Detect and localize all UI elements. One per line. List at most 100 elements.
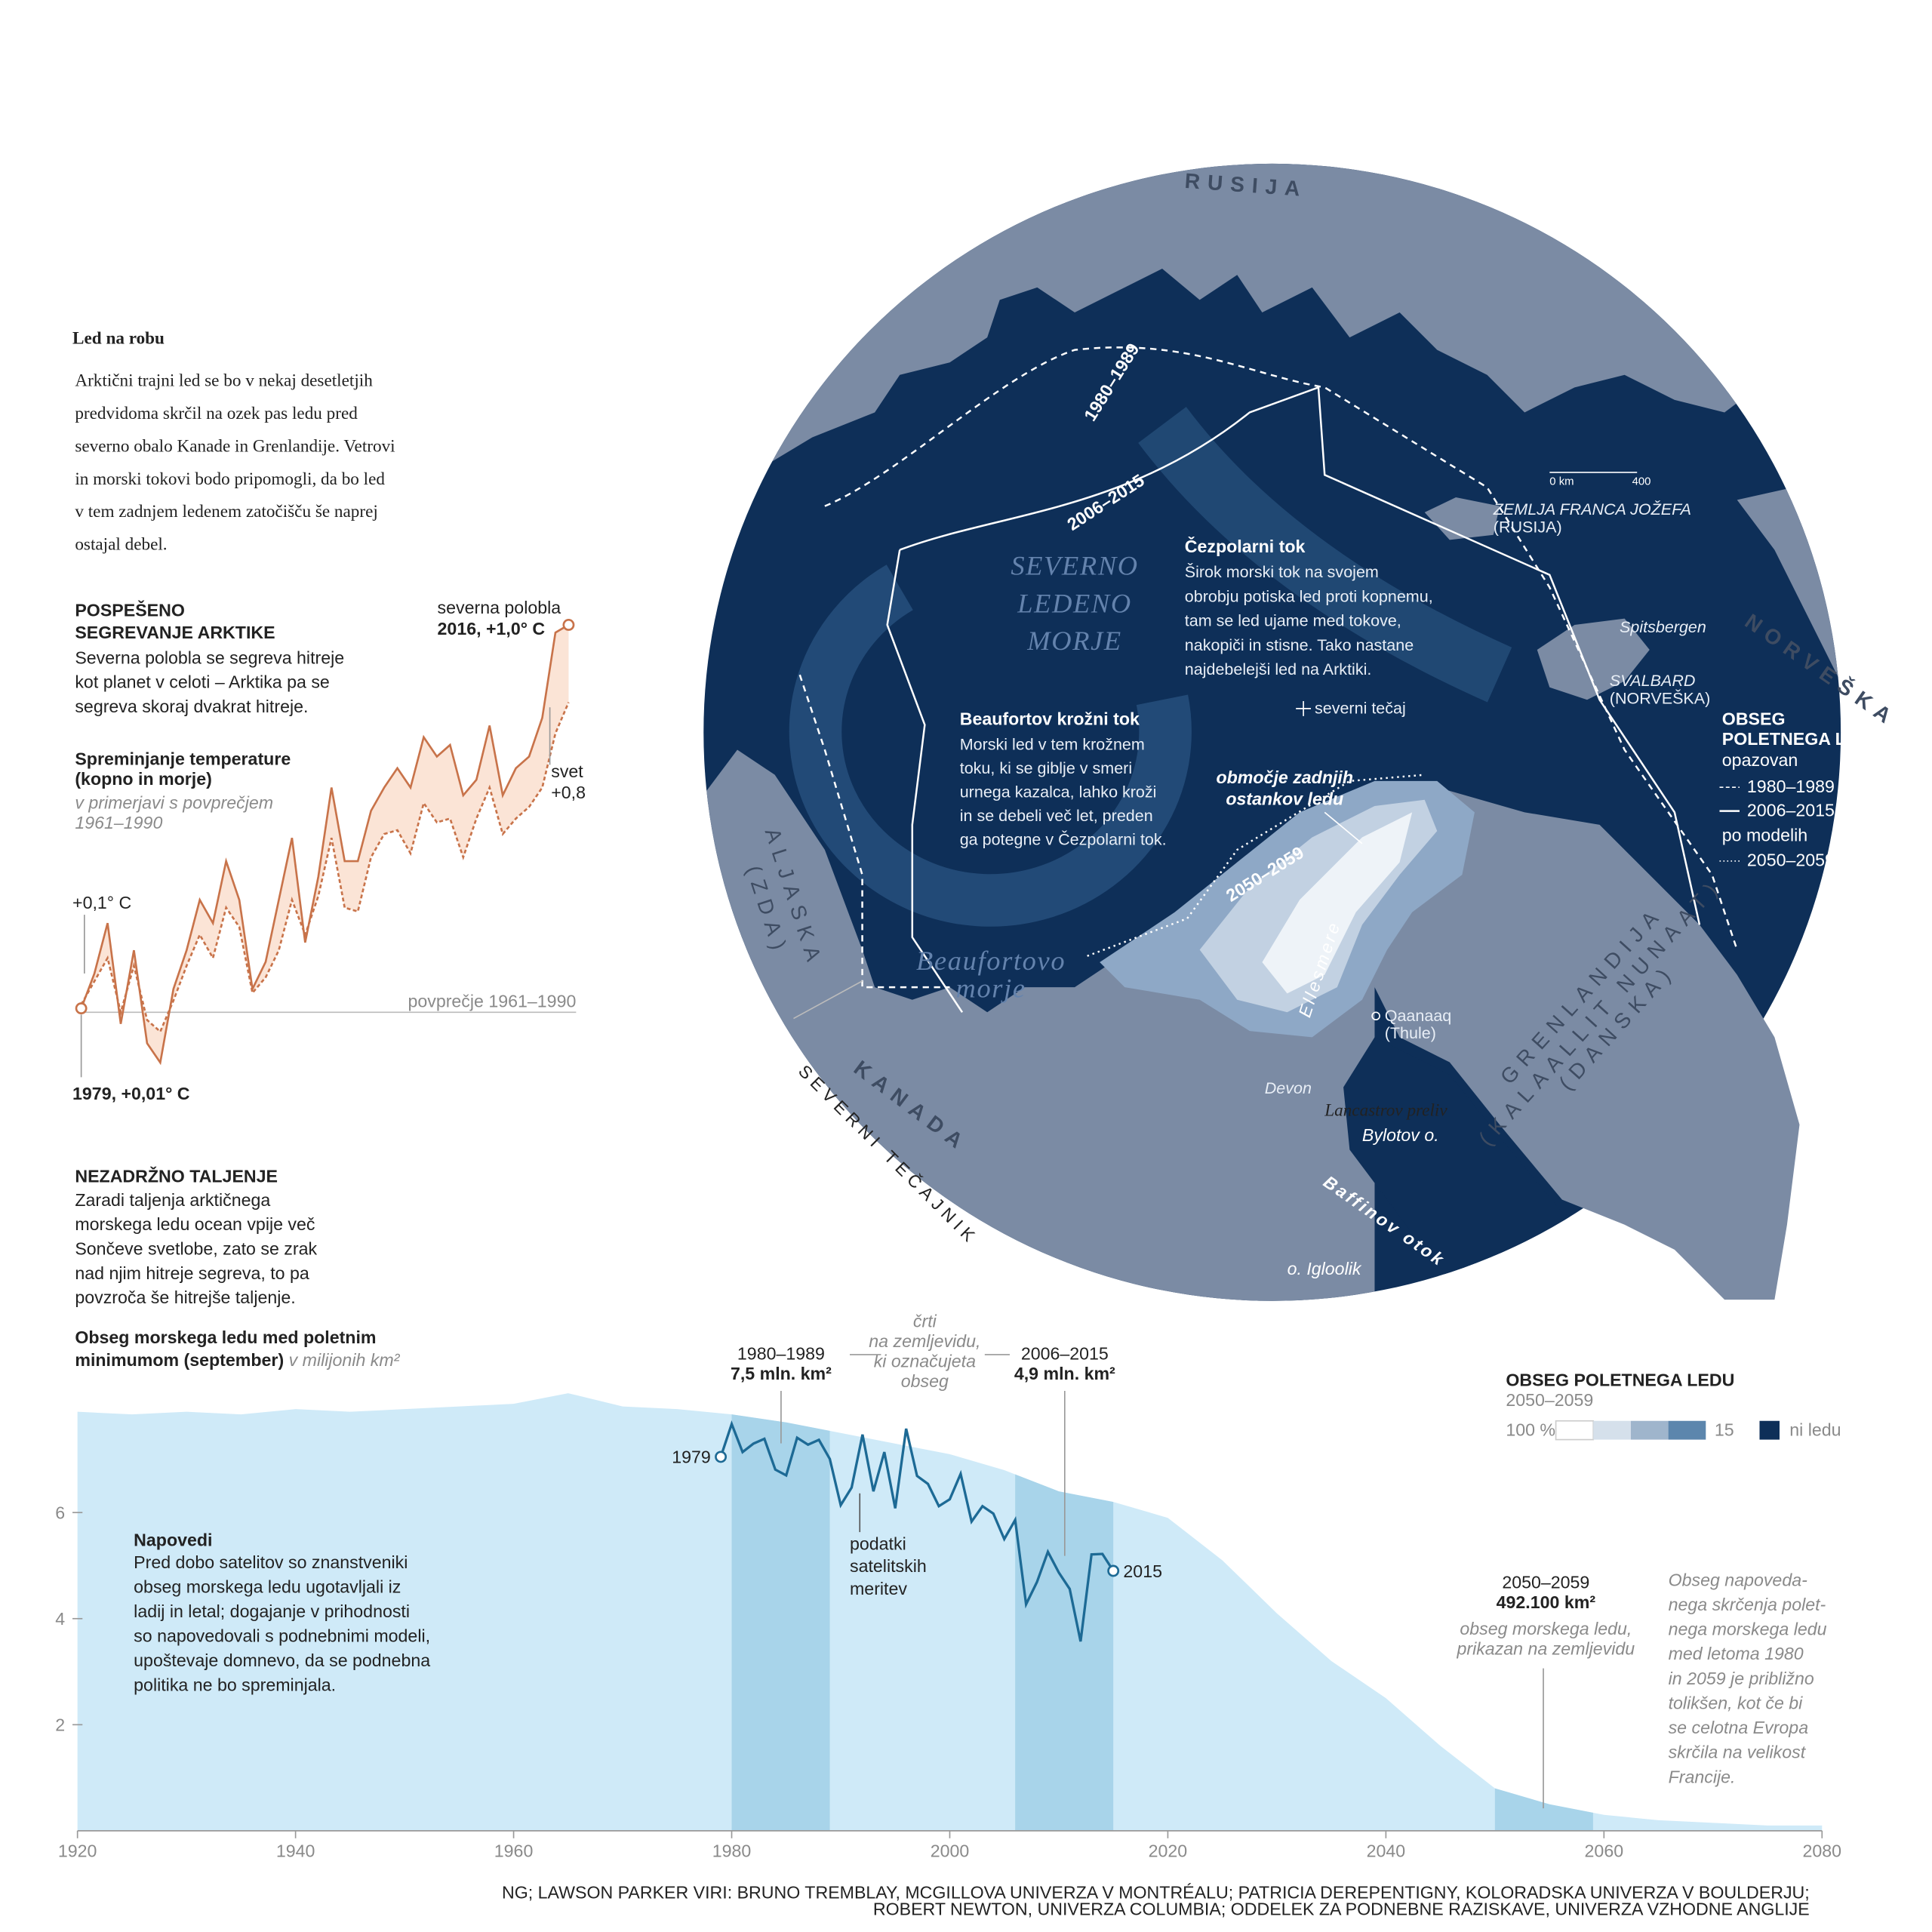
period-label: 2006–2015 <box>1021 1344 1109 1364</box>
value-label: 2015 <box>1123 1561 1162 1581</box>
note: skrčila na velikost <box>1669 1743 1807 1762</box>
chart-title: (kopno in morje) <box>75 769 212 789</box>
value-label: 2016, +1,0° C <box>438 619 546 638</box>
section-heading: POSPEŠENO <box>75 599 185 620</box>
section-text: Severna polobla se segreva hitreje <box>75 648 344 667</box>
legend-subhead: po modelih <box>1722 825 1807 844</box>
note: so napovedovali s podnebnimi modeli, <box>134 1626 430 1646</box>
x-tick-label: 2020 <box>1149 1841 1188 1861</box>
section-text: kot planet v celoti – Arktika pa se <box>75 672 329 692</box>
section-text: segreva skoraj dvakrat hitreje. <box>75 697 308 716</box>
scale-label: 0 km <box>1549 475 1574 488</box>
gyre-text: in se debeli več let, preden <box>960 807 1153 825</box>
end-point <box>75 1002 88 1015</box>
x-tick-label: 1980 <box>712 1841 752 1861</box>
legend-item: 2006–2015 <box>1747 800 1835 820</box>
title: Led na robu <box>72 328 165 348</box>
note: podatki <box>850 1534 906 1553</box>
legend-swatch <box>1759 1420 1780 1440</box>
chart-subtitle: v milijonih km² <box>289 1350 401 1370</box>
transpolar-text: najdebelejši led na Arktiki. <box>1185 660 1372 678</box>
section-text: morskega ledu ocean vpije več <box>75 1214 315 1234</box>
ocean-label: SEVERNO <box>1011 551 1138 581</box>
x-tick-label: 1940 <box>276 1841 315 1861</box>
ice-scale-legend: OBSEG POLETNEGA LEDU 2050–2059 100 % 15 … <box>1506 1370 1841 1441</box>
note: obseg morskega ledu ugotavljali iz <box>134 1577 401 1597</box>
gyre-text: urnega kazalca, lahko kroži <box>960 783 1157 801</box>
chart-subtitle: v primerjavi s povprečjem <box>75 792 273 812</box>
label-fjl: (RUSIJA) <box>1494 518 1562 536</box>
note: tolikšen, kot če bi <box>1669 1693 1804 1712</box>
note: črti <box>913 1312 937 1331</box>
period-label: 492.100 km² <box>1497 1592 1596 1612</box>
intro-line: ostajal debel. <box>75 535 167 555</box>
section-text: Zaradi taljenja arktičnega <box>75 1190 270 1210</box>
sea-label: Beaufortovo <box>916 946 1066 976</box>
value-label: +0,1° C <box>72 893 131 912</box>
section-heading: NEZADRŽNO TALJENJE <box>75 1165 278 1186</box>
x-tick-label: 2060 <box>1585 1841 1624 1861</box>
series-label: severna polobla <box>438 598 561 617</box>
label-igloolik: o. Igloolik <box>1287 1259 1362 1278</box>
note: in 2059 je približno <box>1669 1669 1814 1688</box>
ice-remnant-inner <box>1262 812 1413 994</box>
legend-title: OBSEG <box>1722 709 1786 728</box>
label-svalbard: SVALBARD <box>1610 672 1696 690</box>
ocean-label: LEDENO <box>1017 588 1132 618</box>
note: nega morskega ledu <box>1669 1620 1827 1639</box>
value-label: 1979, +0,01° C <box>72 1084 190 1103</box>
legend-swatch <box>1555 1420 1595 1441</box>
model-area <box>77 1393 1823 1831</box>
legend-item: 2050–2059 <box>1747 851 1835 870</box>
land-fjl <box>1424 497 1500 540</box>
legend-label: 100 % <box>1506 1420 1555 1440</box>
intro-line: Arktični trajni led se bo v nekaj desetl… <box>75 371 373 391</box>
note: na zemljevidu, <box>869 1331 980 1351</box>
temperature-line <box>80 623 570 1066</box>
label-qaanaaq: Qaanaaq <box>1385 1007 1452 1025</box>
period-label: 7,5 mln. km² <box>731 1364 832 1383</box>
note-heading: Napovedi <box>134 1530 212 1549</box>
end-point <box>715 1451 728 1463</box>
x-tick-label: 2000 <box>931 1841 970 1861</box>
note: satelitskih <box>850 1556 927 1576</box>
extent-2050-2059 <box>1087 774 1425 957</box>
arctic-map: RUSIJA NORVEŠKA ZEMLJA FRANCA JOŽEFA (RU… <box>703 163 1902 1301</box>
period-band <box>731 1393 830 1831</box>
warming-gap <box>81 624 569 1063</box>
scale-label: 400 <box>1632 475 1651 488</box>
y-tick-label: 4 <box>55 1609 65 1629</box>
chart-title: Spreminjanje temperature <box>75 749 291 768</box>
transpolar-arrow <box>1138 407 1512 703</box>
label-bylot: Bylotov o. <box>1362 1125 1439 1145</box>
intro-line: in morski tokovi bodo pripomogli, da bo … <box>75 469 385 489</box>
legend-swatch <box>1668 1420 1706 1440</box>
legend-label: ni ledu <box>1789 1420 1841 1440</box>
temperature-line <box>80 702 570 1034</box>
extent-1980-1989 <box>798 674 950 989</box>
note: Pred dobo satelitov so znanstveniki <box>134 1552 408 1572</box>
satellite-line <box>719 1420 1115 1642</box>
y-tick-label: 2 <box>55 1715 65 1735</box>
section-text: nad njim hitreje segreva, to pa <box>75 1263 309 1283</box>
remnant-label: ostankov ledu <box>1226 789 1343 808</box>
source-line: NG; LAWSON PARKER VIRI: BRUNO TREMBLAY, … <box>502 1882 1810 1902</box>
extent-2006-2015 <box>899 386 1701 925</box>
pole-label: severni tečaj <box>1315 700 1406 718</box>
land-svalbard <box>1537 618 1650 700</box>
legend-title: OBSEG POLETNEGA LEDU <box>1506 1370 1734 1389</box>
label-lancaster: Lancastrov preliv <box>1324 1101 1447 1121</box>
extent-2006-2015 <box>886 549 964 1013</box>
gyre-arrow <box>789 565 1192 927</box>
note: Obseg napoveda- <box>1669 1570 1808 1589</box>
note: Francije. <box>1669 1767 1736 1786</box>
intro-line: v tem zadnjem ledenem zatočišču še napre… <box>75 502 377 521</box>
note: med letoma 1980 <box>1669 1644 1804 1663</box>
legend-subhead: opazovan <box>1722 750 1798 770</box>
transpolar-text: Širok morski tok na svojem <box>1185 562 1379 581</box>
note: nega skrčenja polet- <box>1669 1595 1826 1614</box>
chart-title: minimumom (september) v milijonih km² <box>75 1350 400 1370</box>
period-label: 4,9 mln. km² <box>1014 1364 1115 1383</box>
transpolar-text: nakopiči in stisne. Tako nastane <box>1185 636 1414 654</box>
